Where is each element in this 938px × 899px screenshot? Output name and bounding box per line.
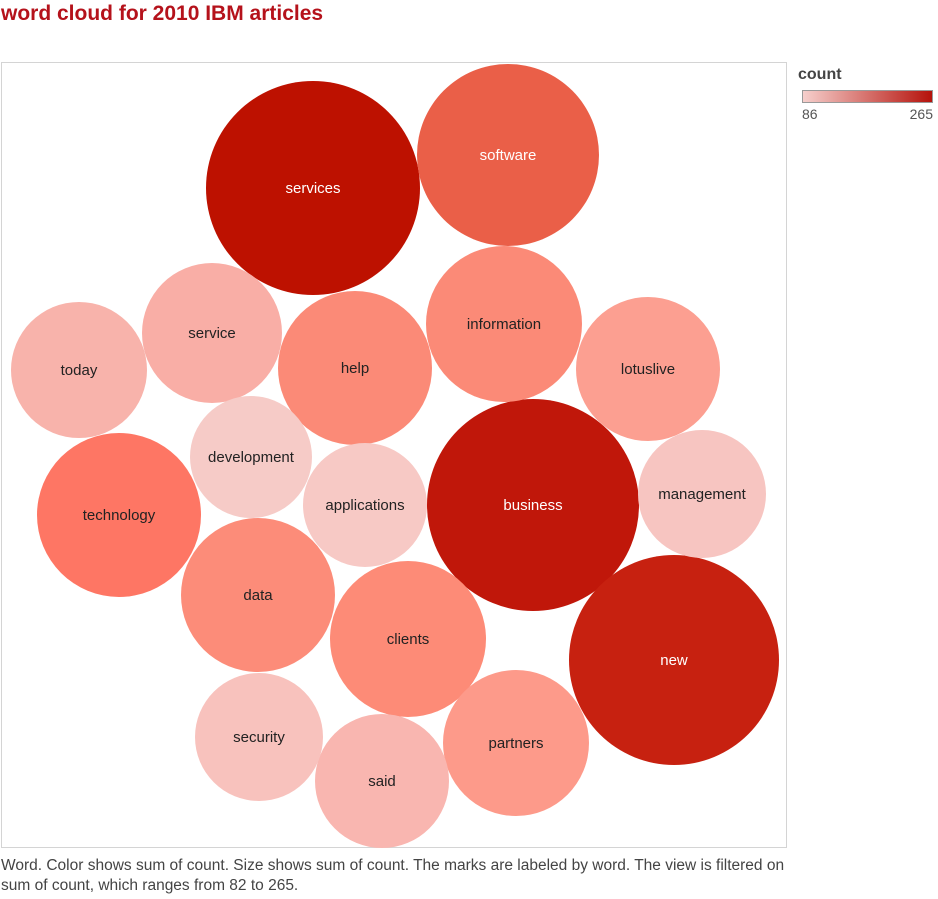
- bubble-development[interactable]: [190, 396, 312, 518]
- bubble-new[interactable]: [569, 555, 779, 765]
- legend-min-label: 86: [802, 106, 818, 122]
- bubble-today[interactable]: [11, 302, 147, 438]
- bubble-said[interactable]: [315, 714, 449, 848]
- bubble-applications[interactable]: [303, 443, 427, 567]
- bubble-label-data: data: [243, 587, 273, 604]
- bubble-label-information: information: [467, 316, 541, 333]
- bubble-label-new: new: [660, 652, 688, 669]
- bubble-label-service: service: [188, 325, 236, 342]
- bubble-chart: services software business new information he…: [11, 64, 779, 848]
- bubble-label-development: development: [208, 449, 295, 466]
- bubble-service[interactable]: [142, 263, 282, 403]
- chart-title: word cloud for 2010 IBM articles: [1, 2, 324, 25]
- bubble-security[interactable]: [195, 673, 323, 801]
- bubble-management[interactable]: [638, 430, 766, 558]
- chart-caption: Word. Color shows sum of count. Size sho…: [1, 857, 785, 894]
- bubble-label-help: help: [341, 360, 369, 377]
- bubble-label-technology: technology: [83, 507, 156, 524]
- bubble-label-management: management: [658, 486, 746, 503]
- bubble-label-today: today: [61, 362, 98, 379]
- bubble-lotuslive[interactable]: [576, 297, 720, 441]
- legend-max-label: 265: [909, 106, 933, 122]
- bubble-business[interactable]: [427, 399, 639, 611]
- bubble-partners[interactable]: [443, 670, 589, 816]
- bubble-technology[interactable]: [37, 433, 201, 597]
- legend-color-ramp[interactable]: [802, 90, 933, 103]
- bubble-label-lotuslive: lotuslive: [621, 361, 675, 378]
- bubble-help[interactable]: [278, 291, 432, 445]
- bubble-information[interactable]: [426, 246, 582, 402]
- bubble-data[interactable]: [181, 518, 335, 672]
- bubble-services[interactable]: [206, 81, 420, 295]
- bubble-clients[interactable]: [330, 561, 486, 717]
- bubble-label-clients: clients: [387, 631, 430, 648]
- bubble-label-said: said: [368, 773, 396, 790]
- bubble-label-software: software: [480, 147, 537, 164]
- bubble-label-partners: partners: [488, 735, 543, 752]
- bubble-label-applications: applications: [325, 497, 404, 514]
- bubble-plot-area[interactable]: services software business new information he…: [1, 62, 787, 848]
- bubble-label-security: security: [233, 729, 285, 746]
- bubble-software[interactable]: [417, 64, 599, 246]
- bubble-label-business: business: [503, 497, 562, 514]
- legend-title: count: [798, 66, 842, 83]
- bubble-label-services: services: [285, 180, 340, 197]
